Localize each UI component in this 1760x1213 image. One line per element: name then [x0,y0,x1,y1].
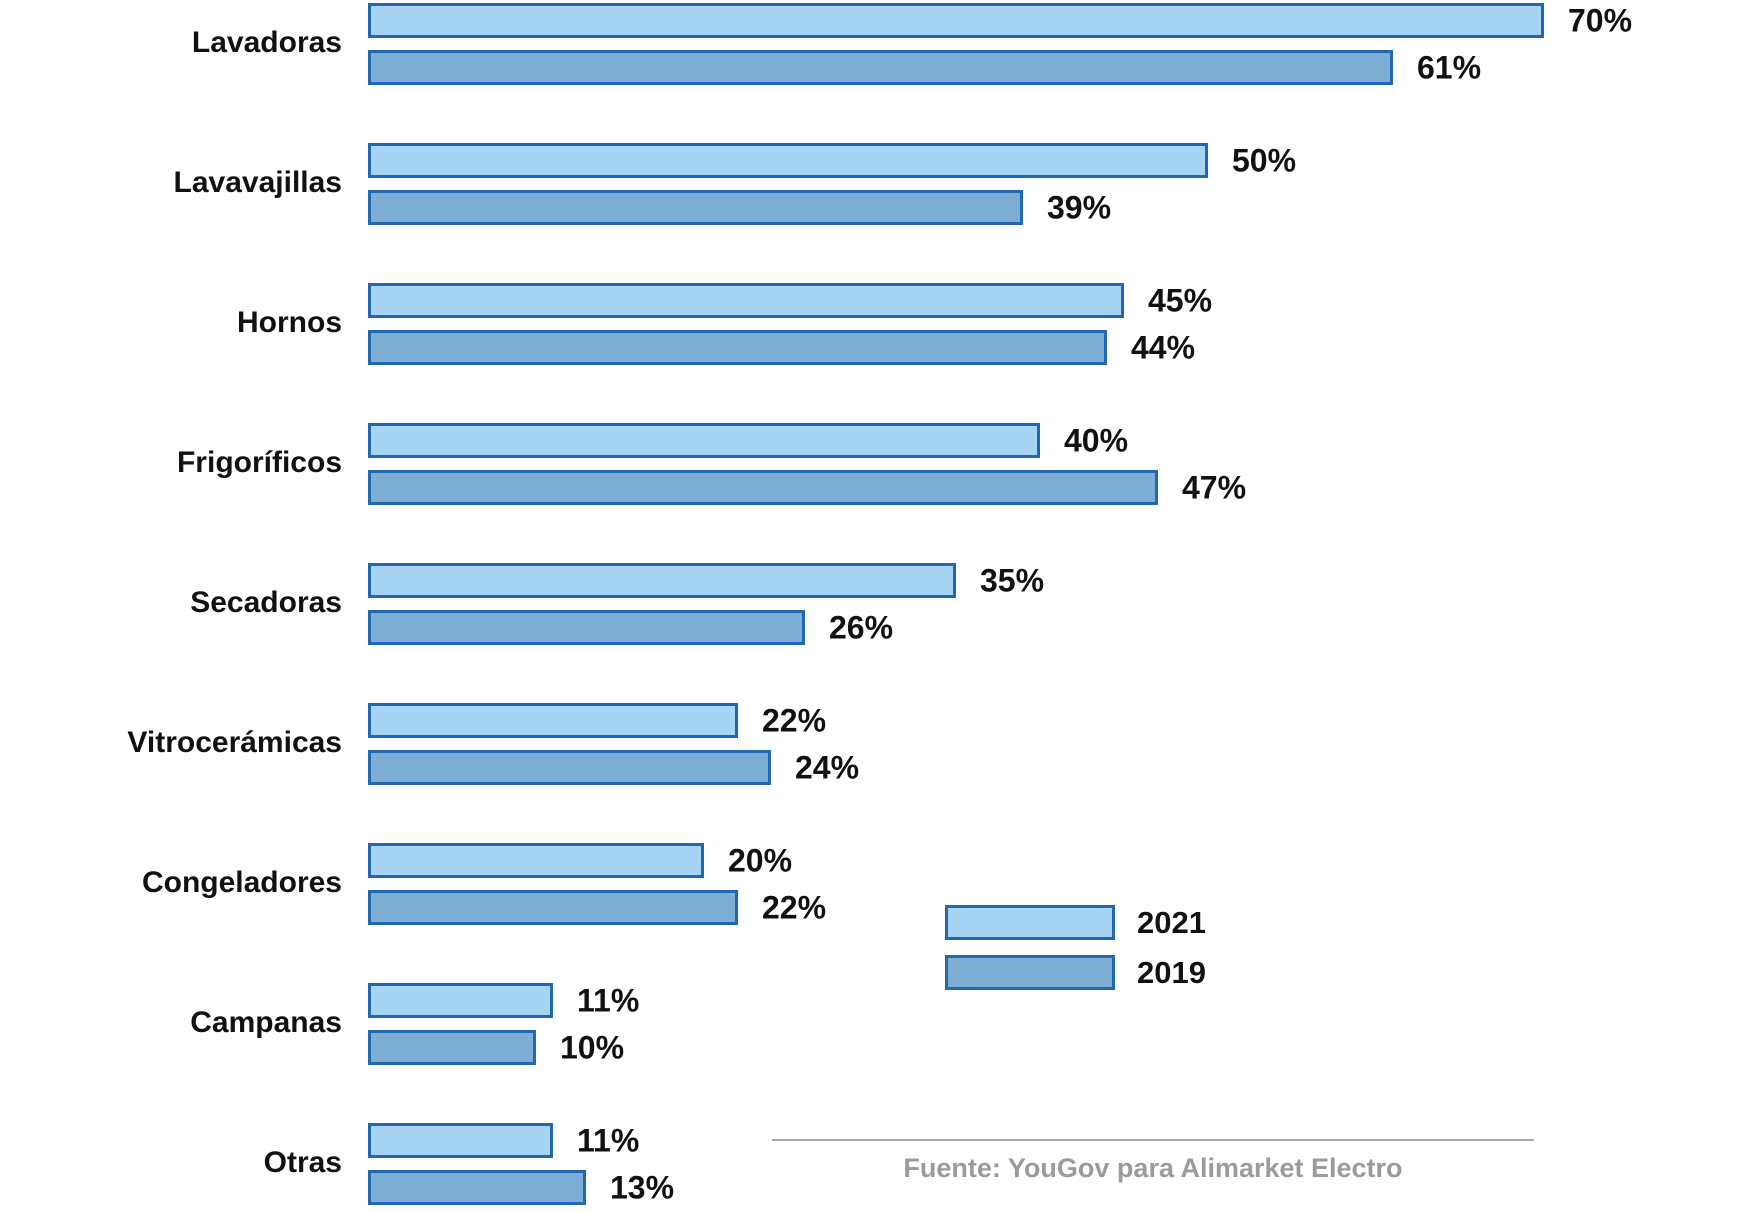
value-label-2019: 47% [1182,469,1247,505]
category-label: Lavadoras [191,26,342,59]
value-label-2021: 22% [762,702,827,738]
value-label-2021: 20% [728,842,793,878]
bar-2019 [368,470,1158,505]
value-label-2021: 50% [1232,142,1297,178]
bar-2021 [368,563,956,598]
value-label-2021: 35% [980,562,1045,598]
legend-label-2021: 2021 [1137,904,1206,940]
bar-2021 [368,3,1544,38]
bar-2019 [368,330,1107,365]
bar-2021 [368,423,1040,458]
category-label: Congeladores [141,866,342,899]
bar-2019 [368,610,805,645]
value-label-2021: 70% [1568,2,1633,38]
bar-2019 [368,890,738,925]
category-label: Secadoras [190,586,342,619]
bar-2021 [368,1123,553,1158]
category-label: Lavavajillas [173,166,342,199]
value-label-2021: 40% [1064,422,1129,458]
legend-label-2019: 2019 [1137,954,1206,990]
bar-2021 [368,983,553,1018]
value-label-2019: 39% [1047,189,1112,225]
bar-2019 [368,50,1393,85]
bar-2019 [368,750,771,785]
bar-2019 [368,190,1023,225]
value-label-2021: 11% [577,982,640,1018]
source-divider-line [772,1139,1534,1141]
value-label-2019: 44% [1131,329,1196,365]
bar-2021 [368,283,1124,318]
bar-2021 [368,843,704,878]
bar-2019 [368,1170,586,1205]
value-label-2021: 45% [1148,282,1213,318]
category-label: Hornos [237,306,342,339]
bar-2021 [368,703,738,738]
legend-swatch-2021 [945,905,1115,940]
value-label-2019: 61% [1417,49,1482,85]
value-label-2019: 26% [829,609,894,645]
category-label: Frigoríficos [176,446,342,479]
bar-2019 [368,1030,536,1065]
legend-swatch-2019 [945,955,1115,990]
value-label-2019: 13% [610,1169,675,1205]
bar-2021 [368,143,1208,178]
value-label-2021: 11% [577,1122,640,1158]
value-label-2019: 10% [560,1029,625,1065]
category-label: Campanas [190,1006,342,1039]
category-label: Vitrocerámicas [127,726,342,759]
category-label: Otras [263,1146,342,1179]
value-label-2019: 22% [762,889,827,925]
source-attribution: Fuente: YouGov para Alimarket Electro [903,1153,1403,1183]
value-label-2019: 24% [795,749,860,785]
